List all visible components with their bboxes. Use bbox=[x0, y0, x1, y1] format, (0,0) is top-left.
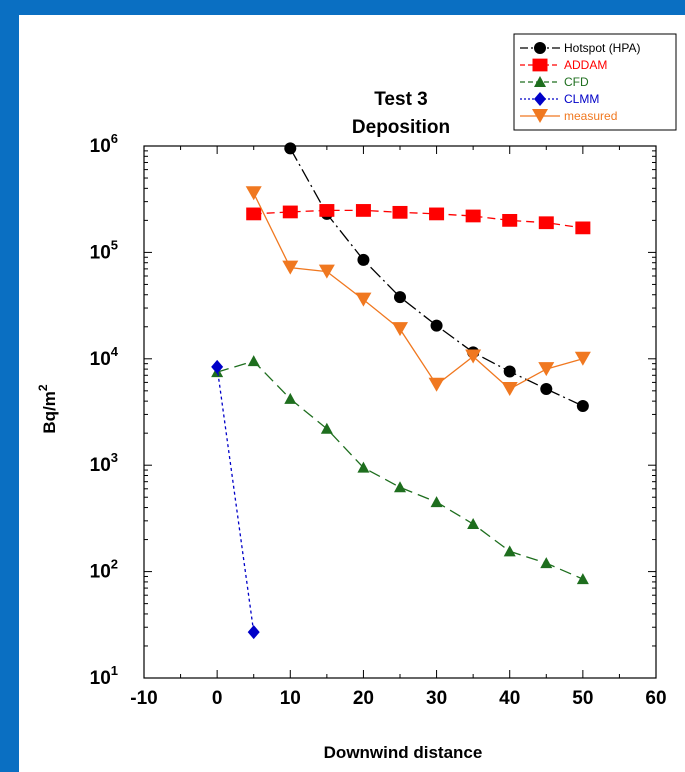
legend: Hotspot (HPA) ADDAM CFD CLMM measured bbox=[513, 33, 677, 131]
x-tick-label: 40 bbox=[499, 688, 520, 709]
legend-marker-clmm bbox=[534, 92, 546, 106]
data-point-addam bbox=[282, 205, 298, 219]
series-addam bbox=[246, 204, 591, 235]
series-layer bbox=[211, 142, 591, 640]
data-point-hotspot-hpa bbox=[576, 400, 589, 413]
data-point-addam bbox=[392, 205, 408, 219]
data-point-cfd bbox=[467, 518, 480, 530]
y-tick-exp: 3 bbox=[111, 450, 118, 465]
y-axis-title: Bq/m2 bbox=[36, 384, 59, 434]
data-point-measured bbox=[318, 264, 335, 279]
chart-title-line2: Deposition bbox=[352, 117, 450, 138]
y-tick-base: 10 bbox=[90, 455, 111, 476]
data-point-hotspot-hpa bbox=[394, 291, 406, 304]
data-point-hotspot-hpa bbox=[430, 319, 443, 332]
data-point-addam bbox=[355, 204, 371, 217]
legend-marker-addam bbox=[532, 58, 548, 72]
y-tick-base: 10 bbox=[90, 136, 111, 157]
series-measured bbox=[245, 186, 591, 397]
y-tick-base: 10 bbox=[90, 349, 111, 370]
y-tick-base: 10 bbox=[90, 668, 111, 689]
series-clmm bbox=[211, 359, 260, 640]
data-point-hotspot-hpa bbox=[357, 253, 370, 266]
plot-area-border bbox=[143, 145, 657, 679]
series-line-hotspot-hpa bbox=[289, 148, 584, 407]
legend-label-measured: measured bbox=[564, 109, 617, 123]
series-line-cfd bbox=[216, 360, 584, 580]
data-point-cfd bbox=[540, 557, 553, 569]
chart-title-line1: Test 3 bbox=[374, 89, 428, 110]
x-tick-label: -10 bbox=[130, 688, 157, 709]
legend-marker-cfd bbox=[534, 76, 546, 87]
data-point-measured bbox=[428, 377, 445, 392]
y-tick-label: 104 bbox=[90, 344, 119, 370]
series-hotspot-hpa bbox=[284, 142, 589, 413]
data-point-measured bbox=[465, 349, 482, 364]
data-point-cfd bbox=[320, 422, 333, 434]
y-tick-base: 10 bbox=[90, 562, 111, 583]
legend-marker-measured bbox=[532, 109, 548, 123]
data-point-clmm bbox=[211, 359, 224, 374]
y-tick-label: 102 bbox=[90, 557, 118, 583]
x-tick-label: 20 bbox=[353, 688, 374, 709]
y-axis-title-sup: 2 bbox=[36, 384, 50, 391]
y-tick-exp: 6 bbox=[111, 131, 118, 146]
x-tick-label: 30 bbox=[426, 688, 447, 709]
data-point-measured bbox=[501, 382, 518, 397]
data-point-measured bbox=[574, 351, 591, 366]
data-point-cfd bbox=[503, 545, 516, 557]
data-point-measured bbox=[392, 322, 408, 337]
y-tick-exp: 2 bbox=[111, 557, 118, 572]
data-point-addam bbox=[575, 221, 591, 235]
y-tick-exp: 5 bbox=[111, 237, 118, 252]
data-point-addam bbox=[246, 207, 262, 221]
data-point-cfd bbox=[394, 481, 406, 493]
y-tick-base: 10 bbox=[90, 242, 111, 263]
data-point-cfd bbox=[430, 496, 443, 508]
series-line-clmm bbox=[216, 366, 255, 633]
data-point-addam bbox=[319, 204, 335, 217]
data-point-hotspot-hpa bbox=[503, 365, 516, 378]
plot-frame bbox=[19, 15, 685, 772]
data-point-addam bbox=[538, 216, 554, 230]
data-point-measured bbox=[355, 292, 372, 307]
x-tick-label: 60 bbox=[645, 688, 666, 709]
data-point-addam bbox=[465, 209, 481, 223]
data-point-addam bbox=[502, 213, 518, 227]
data-point-hotspot-hpa bbox=[284, 142, 297, 155]
y-tick-label: 105 bbox=[90, 237, 118, 263]
x-axis-title: Downwind distance bbox=[324, 743, 483, 762]
series-line-measured bbox=[253, 192, 584, 390]
data-point-measured bbox=[538, 362, 555, 377]
data-point-cfd bbox=[284, 392, 297, 404]
y-axis-title-group: Bq/m2 bbox=[36, 384, 59, 434]
y-tick-exp: 1 bbox=[111, 663, 118, 678]
legend-label-cfd: CFD bbox=[564, 75, 589, 89]
x-tick-label: 50 bbox=[572, 688, 593, 709]
y-tick-label: 103 bbox=[90, 450, 118, 476]
legend-label-addam: ADDAM bbox=[564, 58, 607, 72]
data-point-measured bbox=[245, 186, 262, 201]
y-tick-label: 106 bbox=[90, 131, 118, 157]
series-line-addam bbox=[253, 209, 583, 229]
data-point-cfd bbox=[247, 355, 260, 367]
x-tick-label: 0 bbox=[212, 688, 223, 709]
series-cfd bbox=[211, 355, 589, 585]
data-point-addam bbox=[429, 207, 445, 221]
data-point-measured bbox=[282, 260, 299, 275]
data-point-cfd bbox=[576, 573, 589, 585]
legend-label-hotspot-hpa: Hotspot (HPA) bbox=[564, 41, 640, 55]
data-point-cfd bbox=[357, 461, 370, 473]
data-point-clmm bbox=[247, 625, 260, 640]
legend-marker-hotspot-hpa bbox=[534, 42, 546, 54]
legend-label-clmm: CLMM bbox=[564, 92, 599, 106]
y-axis-title-text: Bq/m bbox=[40, 391, 59, 434]
x-tick-label: 10 bbox=[280, 688, 301, 709]
y-tick-exp: 4 bbox=[111, 344, 119, 359]
data-point-hotspot-hpa bbox=[540, 383, 553, 396]
y-tick-label: 101 bbox=[90, 663, 118, 689]
